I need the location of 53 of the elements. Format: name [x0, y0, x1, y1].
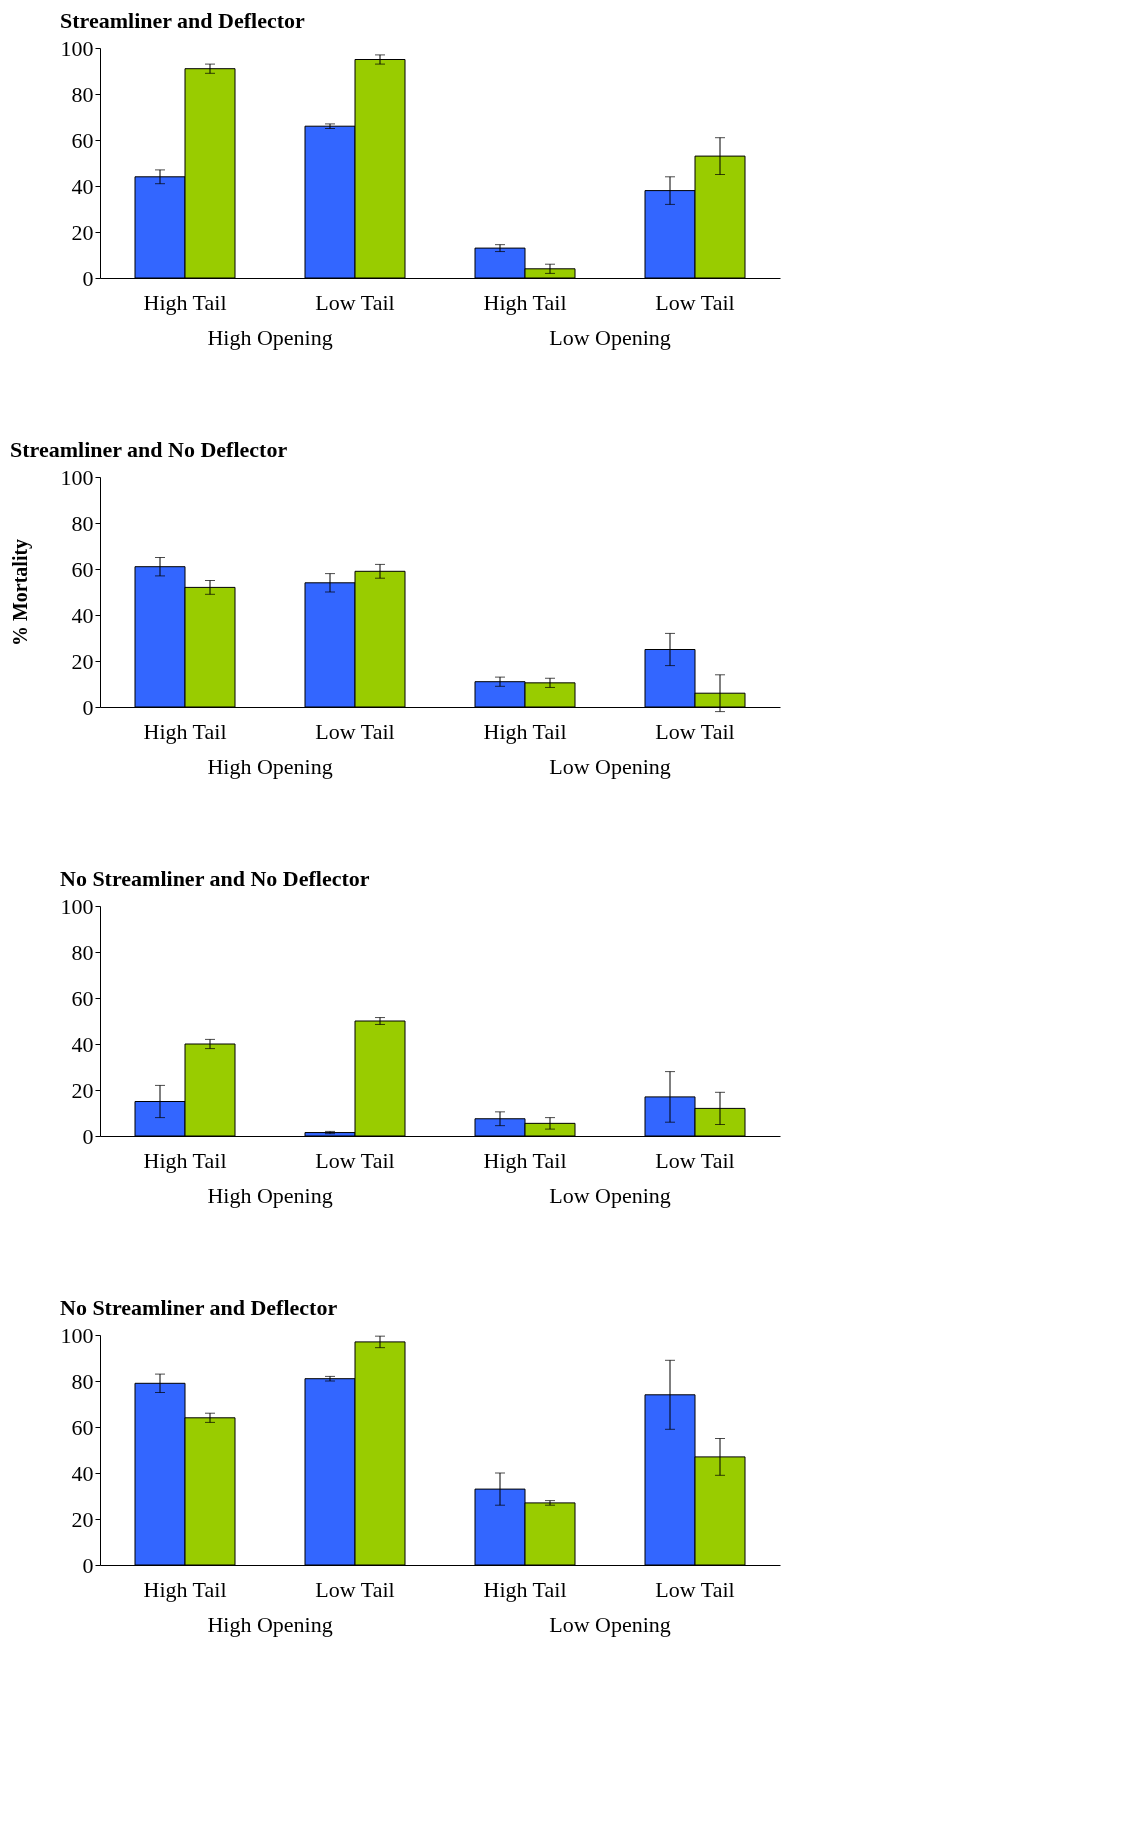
- x-tick-label: High Tail: [483, 289, 567, 315]
- x-tick-label: Low Tail: [655, 718, 735, 744]
- y-tick-label: 80: [71, 81, 94, 107]
- y-tick-label: 40: [71, 1460, 94, 1486]
- x-tick-label: Low Tail: [315, 1147, 395, 1173]
- text: Low Opening: [549, 1183, 671, 1208]
- y-tick-label: 0: [82, 1552, 94, 1578]
- y-tick-label: 0: [82, 694, 94, 720]
- x-tick-label: High Tail: [483, 1147, 567, 1173]
- y-tick-label: 40: [71, 1031, 94, 1057]
- chart-title: Streamliner and Deflector: [60, 8, 306, 33]
- y-tick-label: 100: [60, 464, 94, 490]
- y-axis-title: % Mortality: [8, 538, 32, 647]
- y-tick-label: 100: [60, 35, 94, 61]
- y-tick-label: 20: [71, 648, 94, 674]
- y-tick-label: 60: [71, 1414, 94, 1440]
- text: High Opening: [207, 325, 333, 350]
- text: Low Opening: [549, 754, 671, 779]
- x-tick-label: Low Tail: [315, 1576, 395, 1602]
- y-tick-label: 40: [71, 602, 94, 628]
- x-tick-label: High Tail: [143, 1576, 227, 1602]
- x-tick-label: High Tail: [143, 1147, 227, 1173]
- y-tick-label: 20: [71, 1077, 94, 1103]
- chart-title: Streamliner and No Deflector: [10, 437, 288, 462]
- y-tick-label: 60: [71, 127, 94, 153]
- x-tick-label: Low Tail: [315, 289, 395, 315]
- y-tick-label: 60: [71, 985, 94, 1011]
- y-tick-label: 80: [71, 510, 94, 536]
- x-tick-label: Low Tail: [655, 1576, 735, 1602]
- x-tick-label: High Tail: [483, 718, 567, 744]
- text: High Opening: [207, 1612, 333, 1637]
- y-tick-label: 80: [71, 1368, 94, 1394]
- y-tick-label: 80: [71, 939, 94, 965]
- y-tick-label: 0: [82, 265, 94, 291]
- y-tick-label: 20: [71, 1506, 94, 1532]
- x-tick-label: Low Tail: [315, 718, 395, 744]
- y-tick-label: 100: [60, 893, 94, 919]
- x-tick-label: Low Tail: [655, 289, 735, 315]
- x-tick-label: High Tail: [143, 718, 227, 744]
- y-tick-label: 20: [71, 219, 94, 245]
- chart-title: No Streamliner and Deflector: [60, 1295, 338, 1320]
- x-tick-label: Low Tail: [655, 1147, 735, 1173]
- text: High Opening: [207, 754, 333, 779]
- x-tick-label: High Tail: [483, 1576, 567, 1602]
- y-tick-label: 40: [71, 173, 94, 199]
- text: Low Opening: [549, 1612, 671, 1637]
- x-tick-label: High Tail: [143, 289, 227, 315]
- chart-title: No Streamliner and No Deflector: [60, 866, 370, 891]
- y-tick-label: 100: [60, 1322, 94, 1348]
- y-tick-label: 60: [71, 556, 94, 582]
- text: High Opening: [207, 1183, 333, 1208]
- text: Low Opening: [549, 325, 671, 350]
- y-tick-label: 0: [82, 1123, 94, 1149]
